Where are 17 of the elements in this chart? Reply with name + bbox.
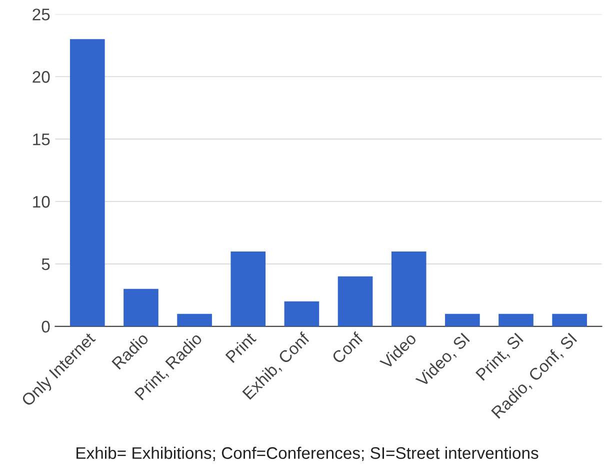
y-tick-label: 10 [33,196,50,208]
y-tick-label: 15 [33,134,50,146]
bar [338,276,373,326]
bar [445,314,480,326]
bar [124,288,158,326]
bar [230,251,266,326]
bar [284,301,320,326]
text: Exhib= Exhibitions; Conf=Conferences; SI=Street interventions [76,446,538,461]
y-tick-label: 25 [32,8,50,20]
bar [391,251,426,326]
y-tick-label: 0 [42,320,50,333]
bar [177,314,212,326]
bar [70,39,105,326]
y-tick-label: 5 [42,258,50,270]
bar [552,314,587,326]
bar [498,314,534,326]
y-tick-label: 20 [32,71,50,83]
